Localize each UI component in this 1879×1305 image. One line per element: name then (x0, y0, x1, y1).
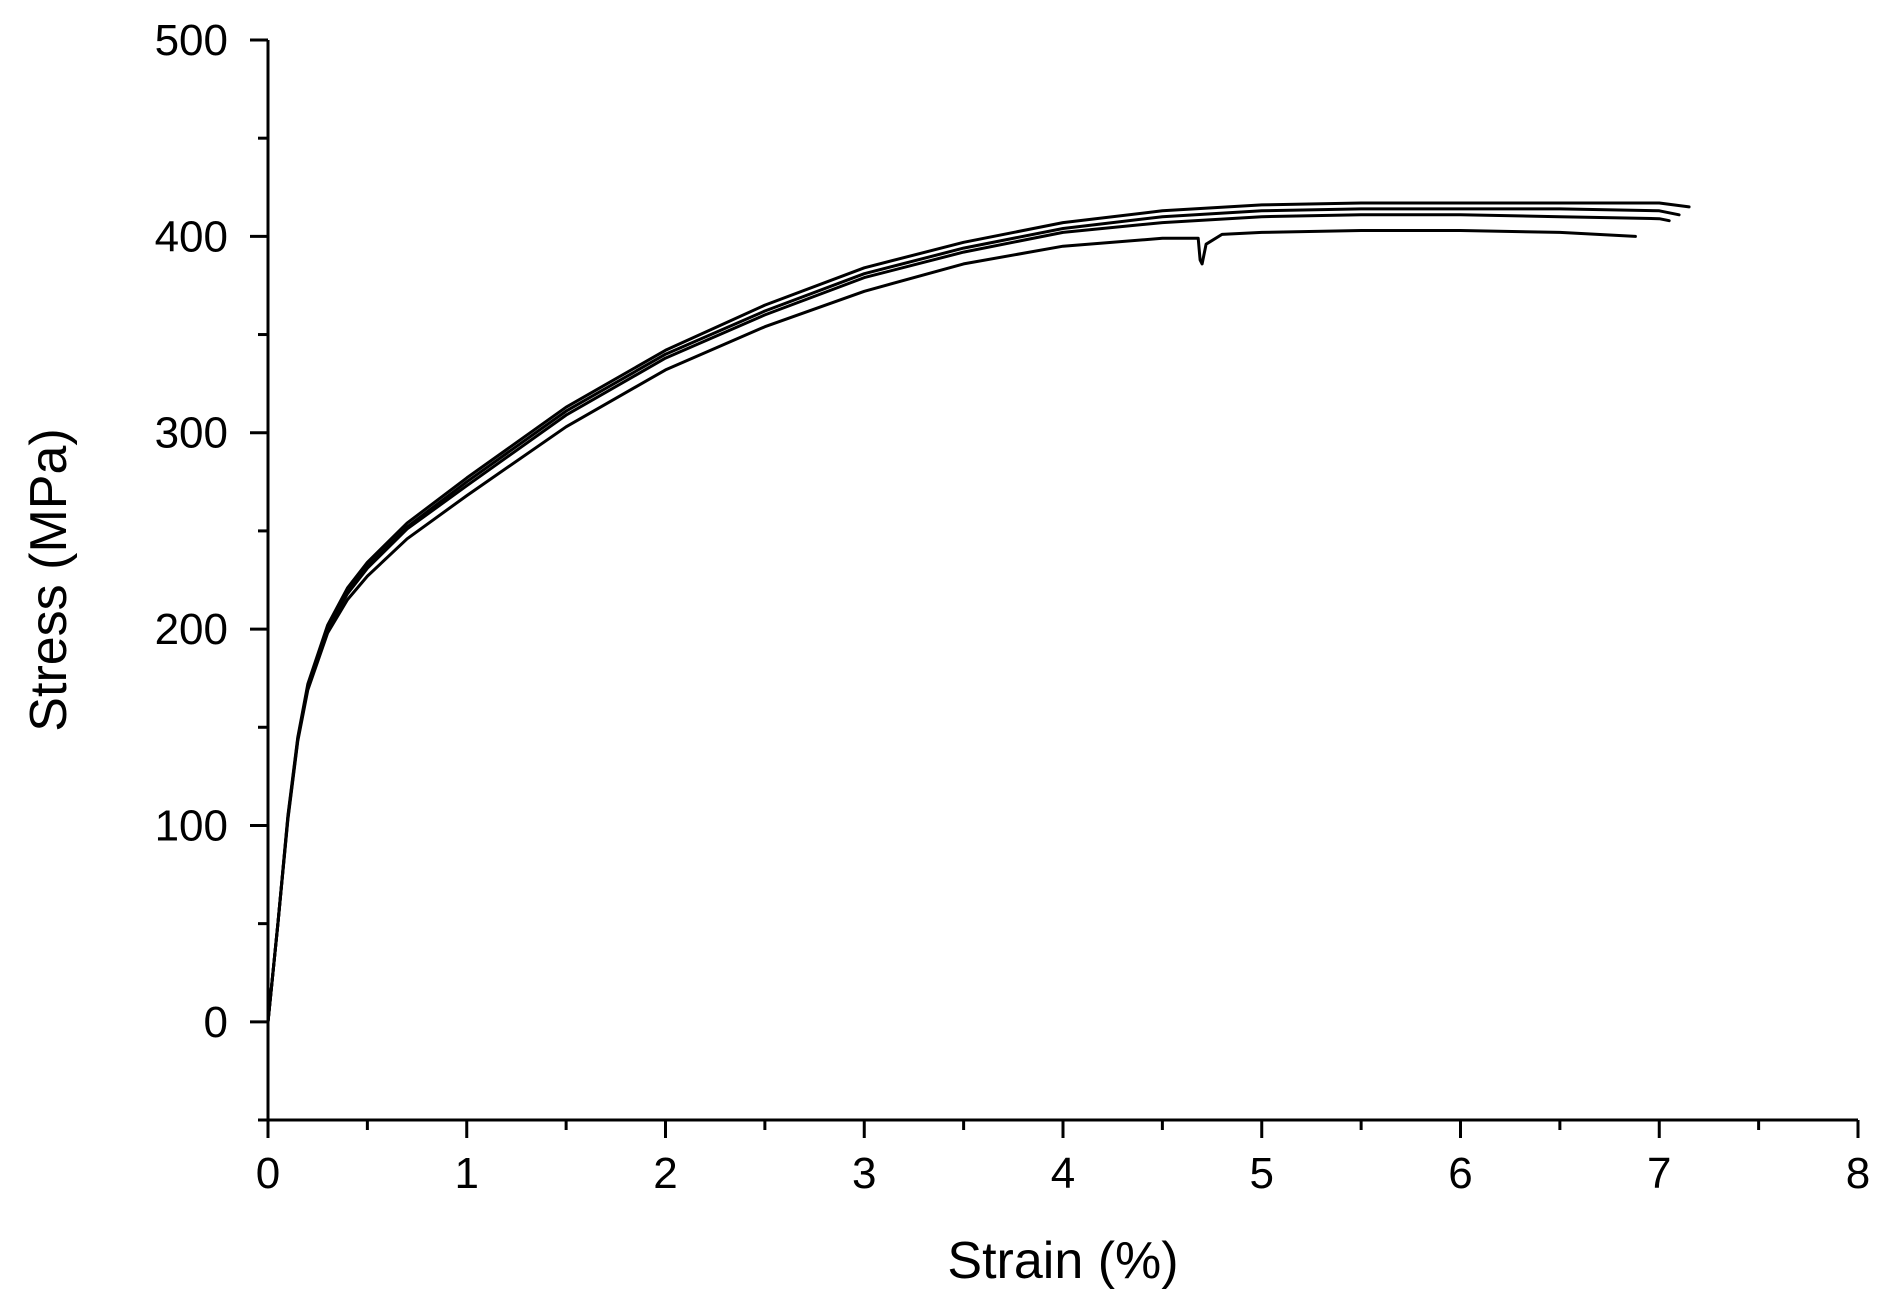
y-tick-label: 400 (155, 212, 228, 261)
x-tick-label: 3 (852, 1149, 876, 1198)
x-axis-title: Strain (%) (947, 1232, 1178, 1290)
y-tick-label: 300 (155, 409, 228, 458)
series-line-4 (266, 229, 1637, 1024)
y-ticks: 0 100 200 300 400 500 (155, 16, 268, 1122)
x-tick-label: 5 (1250, 1149, 1274, 1198)
x-ticks: 0 1 2 3 4 5 6 7 8 (256, 1120, 1870, 1198)
series-line-3 (266, 213, 1671, 1024)
x-tick-label: 0 (256, 1149, 280, 1198)
series-line-1 (266, 201, 1691, 1024)
y-tick-label: 100 (155, 801, 228, 850)
y-axis-title: Stress (MPa) (20, 428, 78, 731)
x-tick-label: 7 (1647, 1149, 1671, 1198)
x-tick-label: 4 (1051, 1149, 1075, 1198)
y-tick-label: 200 (155, 605, 228, 654)
y-tick-label: 0 (204, 998, 228, 1047)
y-tick-label: 500 (155, 16, 228, 65)
plot-lines (266, 201, 1691, 1024)
x-tick-label: 8 (1846, 1149, 1870, 1198)
x-tick-label: 2 (653, 1149, 677, 1198)
x-tick-label: 6 (1448, 1149, 1472, 1198)
axes: 0 1 2 3 4 5 6 7 8 0 100 200 300 400 500 (155, 16, 1871, 1198)
series-line-2 (266, 207, 1681, 1024)
x-tick-label: 1 (455, 1149, 479, 1198)
